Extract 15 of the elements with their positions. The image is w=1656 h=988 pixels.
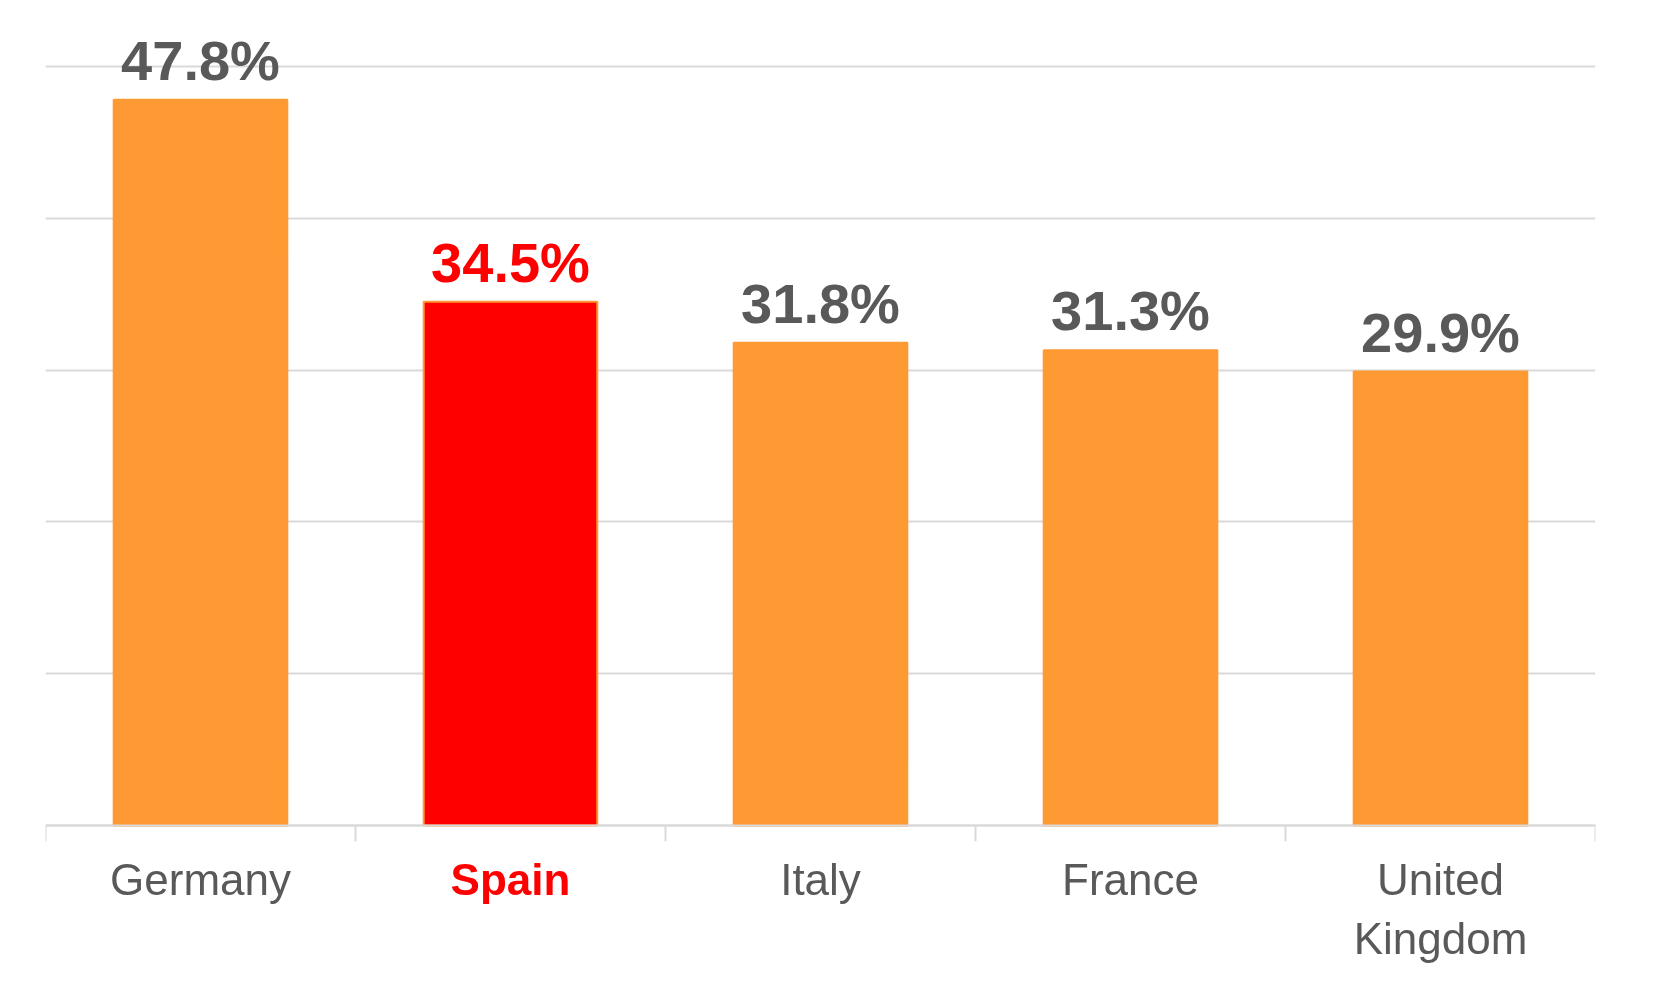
x-tick-label: Italy (780, 855, 861, 905)
data-label: 31.8% (741, 271, 900, 335)
x-tick-label: France (1062, 855, 1199, 905)
bar (422, 300, 599, 827)
bar (1042, 349, 1219, 827)
bar (732, 341, 909, 827)
data-label: 34.5% (431, 230, 590, 294)
bar (112, 98, 289, 827)
bar (1352, 370, 1529, 827)
data-label: 31.3% (1051, 279, 1210, 343)
data-label: 29.9% (1361, 300, 1520, 364)
x-tick-label: United Kingdom (1353, 855, 1528, 964)
x-tick-label: Spain (450, 855, 571, 905)
x-tick-label: Germany (110, 855, 291, 905)
data-label: 47.8% (121, 28, 280, 92)
